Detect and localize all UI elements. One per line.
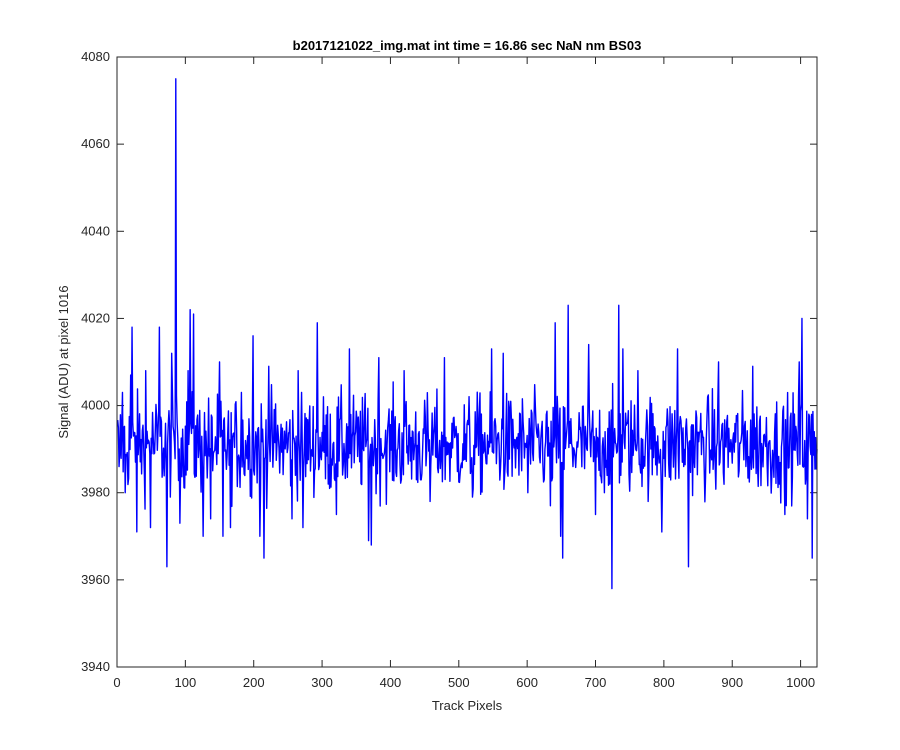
x-tick-label: 800 [653,675,675,690]
x-tick-label: 100 [175,675,197,690]
y-tick-label: 4000 [81,398,110,413]
y-tick-label: 4020 [81,310,110,325]
y-axis-label: Signal (ADU) at pixel 1016 [56,285,71,438]
x-tick-label: 600 [516,675,538,690]
y-tick-label: 4060 [81,136,110,151]
y-tick-label: 3980 [81,485,110,500]
signal-series-line [116,78,818,590]
plot-area-frame [116,56,818,668]
y-tick-label: 4080 [81,49,110,64]
x-tick-label: 200 [243,675,265,690]
x-tick-label: 400 [380,675,402,690]
x-axis-label: Track Pixels [432,698,503,713]
x-tick-label: 300 [311,675,333,690]
y-tick-label: 4040 [81,223,110,238]
x-tick-label: 500 [448,675,470,690]
y-tick-label: 3940 [81,659,110,674]
x-axis-ticks: 0 100 200 300 400 500 600 700 800 900 1000 [113,57,815,690]
series-layer [116,78,818,590]
y-axis-ticks: 3940 3960 3980 4000 4020 4040 4060 4080 [81,49,817,674]
chart-title: b2017121022_img.mat int time = 16.86 sec… [293,38,642,53]
x-tick-label: 900 [721,675,743,690]
x-tick-label: 1000 [786,675,815,690]
plot-area-background [117,57,817,667]
x-tick-label: 700 [585,675,607,690]
x-tick-label: 0 [113,675,120,690]
y-tick-label: 3960 [81,572,110,587]
